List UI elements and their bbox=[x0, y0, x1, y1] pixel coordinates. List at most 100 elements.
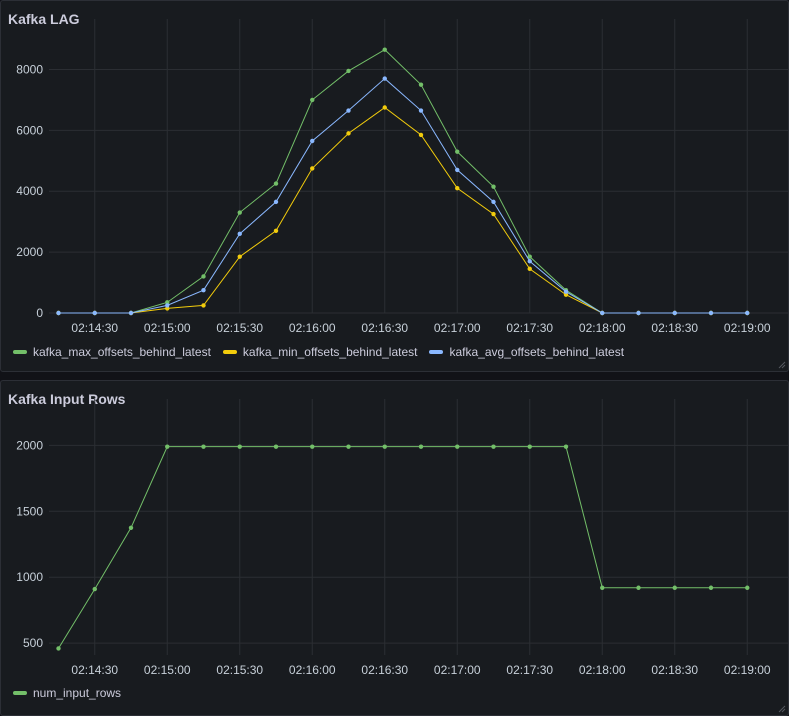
y-tick-label: 6000 bbox=[16, 123, 43, 137]
panel-title: Kafka Input Rows bbox=[8, 391, 126, 407]
x-tick-label: 02:17:00 bbox=[434, 321, 481, 335]
data-point[interactable] bbox=[491, 211, 496, 217]
y-tick-label: 1000 bbox=[16, 570, 43, 584]
data-point[interactable] bbox=[165, 300, 170, 305]
data-point[interactable] bbox=[527, 444, 532, 449]
data-point[interactable] bbox=[201, 287, 206, 293]
data-point[interactable] bbox=[237, 231, 242, 237]
x-tick-label: 02:16:00 bbox=[289, 663, 336, 677]
y-tick-label: 8000 bbox=[16, 62, 43, 76]
data-point[interactable] bbox=[455, 444, 460, 449]
legend-label: kafka_min_offsets_behind_latest bbox=[242, 345, 418, 359]
x-tick-label: 02:18:30 bbox=[651, 321, 698, 335]
legend-item[interactable]: num_input_rows bbox=[13, 686, 121, 700]
data-point[interactable] bbox=[418, 132, 424, 138]
data-point[interactable] bbox=[237, 444, 242, 449]
resize-handle-icon[interactable] bbox=[776, 703, 786, 713]
data-point[interactable] bbox=[563, 292, 569, 297]
data-point[interactable] bbox=[310, 166, 315, 171]
data-point[interactable] bbox=[745, 310, 750, 316]
legend-label: kafka_avg_offsets_behind_latest bbox=[449, 345, 625, 359]
data-point[interactable] bbox=[527, 266, 532, 272]
data-point[interactable] bbox=[636, 310, 641, 316]
data-point[interactable] bbox=[201, 444, 206, 449]
x-tick-label: 02:16:30 bbox=[361, 663, 408, 677]
data-point[interactable] bbox=[237, 210, 242, 215]
data-point[interactable] bbox=[310, 444, 315, 449]
legend-item[interactable]: kafka_max_offsets_behind_latest bbox=[13, 345, 211, 359]
data-point[interactable] bbox=[672, 310, 677, 316]
data-point[interactable] bbox=[310, 138, 315, 144]
x-tick-label: 02:18:00 bbox=[579, 321, 626, 335]
data-point[interactable] bbox=[563, 444, 569, 449]
x-tick-label: 02:15:00 bbox=[144, 321, 191, 335]
data-point[interactable] bbox=[346, 108, 351, 113]
data-point[interactable] bbox=[56, 310, 61, 316]
panel-title: Kafka LAG bbox=[8, 11, 80, 27]
data-point[interactable] bbox=[273, 181, 279, 186]
data-point[interactable] bbox=[273, 199, 279, 205]
data-point[interactable] bbox=[273, 228, 279, 233]
data-point[interactable] bbox=[128, 525, 134, 530]
data-point[interactable] bbox=[636, 585, 641, 590]
data-point[interactable] bbox=[455, 149, 460, 154]
kafka-input-rows-chart: 500 1000 1500 2000 02:14:30 02:15:00 02:15:30 0… bbox=[16, 399, 788, 677]
x-tick-label: 02:17:30 bbox=[506, 663, 553, 677]
series-line bbox=[58, 106, 748, 314]
data-point[interactable] bbox=[346, 444, 351, 449]
data-point[interactable] bbox=[708, 585, 714, 590]
x-tick-label: 02:15:30 bbox=[216, 663, 263, 677]
data-point[interactable] bbox=[418, 108, 424, 113]
x-tick-label: 02:14:30 bbox=[71, 321, 118, 335]
data-point[interactable] bbox=[382, 444, 387, 449]
data-point[interactable] bbox=[491, 184, 496, 189]
data-point[interactable] bbox=[201, 274, 206, 279]
data-point[interactable] bbox=[92, 586, 97, 592]
data-point[interactable] bbox=[527, 259, 532, 264]
legend-label: num_input_rows bbox=[33, 686, 122, 700]
data-point[interactable] bbox=[165, 444, 170, 449]
x-tick-label: 02:17:00 bbox=[434, 663, 481, 677]
data-point[interactable] bbox=[600, 585, 605, 590]
data-point[interactable] bbox=[382, 47, 387, 52]
data-point[interactable] bbox=[128, 310, 134, 316]
data-point[interactable] bbox=[382, 76, 387, 81]
y-tick-label: 4000 bbox=[16, 184, 43, 198]
legend-item[interactable]: kafka_min_offsets_behind_latest bbox=[222, 345, 418, 359]
data-point[interactable] bbox=[346, 68, 351, 74]
kafka-lag-panel: Kafka LAG 0 2000 4000 6000 8000 02:14:30 02:15… bbox=[0, 0, 789, 372]
data-point[interactable] bbox=[527, 254, 532, 259]
data-point[interactable] bbox=[491, 199, 496, 205]
y-tick-label: 1500 bbox=[16, 504, 43, 518]
data-point[interactable] bbox=[455, 185, 460, 191]
data-point[interactable] bbox=[455, 167, 460, 173]
data-point[interactable] bbox=[563, 289, 569, 294]
legend-item[interactable]: kafka_avg_offsets_behind_latest bbox=[429, 345, 624, 359]
data-point[interactable] bbox=[310, 97, 315, 103]
series-line bbox=[58, 77, 748, 314]
x-tick-label: 02:19:00 bbox=[724, 321, 771, 335]
data-point[interactable] bbox=[418, 444, 424, 449]
data-point[interactable] bbox=[201, 303, 206, 308]
kafka-input-rows-panel: Kafka Input Rows 500 1000 1500 2000 02:14:30… bbox=[0, 380, 789, 716]
data-point[interactable] bbox=[382, 105, 387, 110]
data-point[interactable] bbox=[56, 646, 61, 651]
resize-handle-icon[interactable] bbox=[776, 359, 786, 369]
x-tick-label: 02:19:00 bbox=[724, 663, 771, 677]
x-tick-label: 02:17:30 bbox=[506, 321, 553, 335]
data-point[interactable] bbox=[165, 303, 170, 308]
data-point[interactable] bbox=[672, 585, 677, 590]
data-point[interactable] bbox=[237, 254, 242, 259]
series-line bbox=[58, 49, 748, 314]
data-point[interactable] bbox=[708, 310, 714, 316]
data-point[interactable] bbox=[165, 306, 170, 311]
data-point[interactable] bbox=[346, 131, 351, 136]
chart-legend: num_input_rows bbox=[13, 686, 121, 700]
data-point[interactable] bbox=[745, 585, 750, 590]
y-tick-label: 0 bbox=[36, 306, 43, 320]
data-point[interactable] bbox=[418, 82, 424, 87]
data-point[interactable] bbox=[600, 310, 605, 316]
data-point[interactable] bbox=[92, 310, 97, 316]
data-point[interactable] bbox=[273, 444, 279, 449]
data-point[interactable] bbox=[491, 444, 496, 449]
